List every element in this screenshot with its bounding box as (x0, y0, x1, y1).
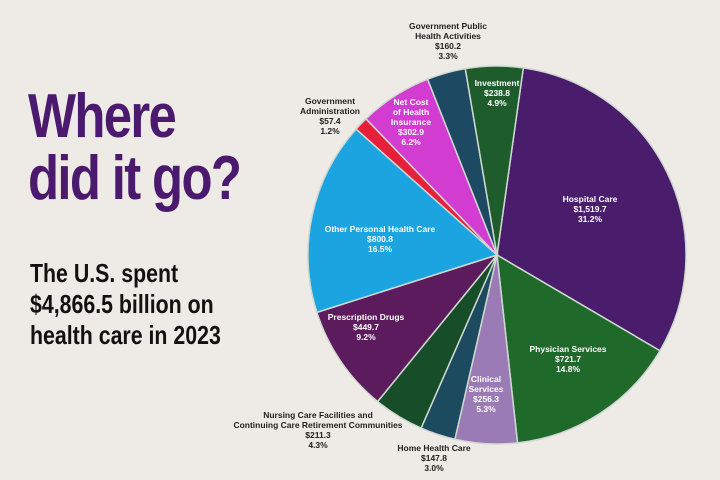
slice-label: Net Cost of Health Insurance $302.9 6.2% (391, 97, 431, 147)
pie-slice-other-personal-health-care (307, 128, 499, 314)
slice-label: Other Personal Health Care $800.8 16.5% (325, 224, 436, 254)
slice-label: Physician Services $721.7 14.8% (529, 344, 606, 374)
headline: Where did it go? (28, 86, 249, 210)
headline-line-1: Where (28, 82, 177, 151)
slice-label: Investment $238.8 4.9% (475, 78, 520, 108)
slice-label: Prescription Drugs $449.7 9.2% (328, 312, 405, 342)
pie-slice-prescription-drugs (315, 253, 500, 403)
pie-slice-physician-services (496, 253, 661, 444)
subtitle-line-1: The U.S. spent (30, 258, 179, 288)
slice-label: Home Health Care $147.8 3.0% (397, 443, 470, 473)
slice-label: Hospital Care $1,519.7 31.2% (563, 194, 618, 224)
slice-label: Government Public Health Activities $160.2… (409, 21, 487, 61)
headline-line-2: did it go? (28, 144, 242, 213)
subtitle: The U.S. spent $4,866.5 billion on healt… (30, 258, 276, 351)
subtitle-line-3: health care in 2023 (30, 320, 221, 350)
pie-slice-hospital-care (496, 66, 687, 352)
pie-slice-investment (464, 65, 525, 256)
slice-label: Nursing Care Facilities and Continuing Ca… (233, 410, 402, 450)
subtitle-line-2: $4,866.5 billion on (30, 289, 214, 319)
slice-label: Government Administration $57.4 1.2% (300, 96, 360, 136)
slice-label: Clinical Services $256.3 5.3% (469, 374, 504, 414)
